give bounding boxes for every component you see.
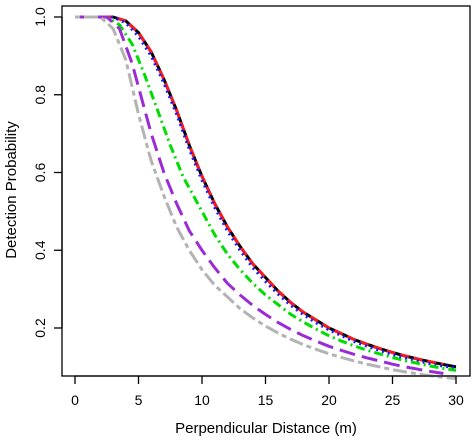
y-tick-label: 0.2 — [32, 318, 48, 338]
series-line-2 — [75, 15, 444, 366]
series-line-4 — [75, 15, 457, 372]
x-axis: 0 5 10 15 20 25 30 — [71, 375, 464, 408]
x-tick-label: 25 — [385, 392, 401, 408]
series-layer — [75, 15, 457, 380]
series-line-3 — [75, 15, 457, 370]
x-tick-label: 15 — [258, 392, 274, 408]
series-line-5 — [75, 15, 444, 375]
x-tick-label: 20 — [321, 392, 337, 408]
x-tick-label: 0 — [71, 392, 79, 408]
x-axis-title: Perpendicular Distance (m) — [175, 420, 357, 437]
y-axis-title: Detection Probability — [3, 121, 20, 259]
series-line-6 — [75, 15, 457, 380]
x-tick-label: 5 — [135, 392, 143, 408]
plot-frame — [61, 5, 471, 377]
y-tick-label: 0.8 — [32, 85, 48, 105]
y-axis: 0.2 0.4 0.6 0.8 1.0 — [32, 7, 63, 338]
y-tick-label: 0.4 — [32, 240, 48, 260]
y-tick-label: 0.6 — [32, 163, 48, 183]
x-tick-label: 10 — [194, 392, 210, 408]
x-tick-label: 30 — [448, 392, 464, 408]
y-tick-label: 1.0 — [32, 7, 48, 27]
